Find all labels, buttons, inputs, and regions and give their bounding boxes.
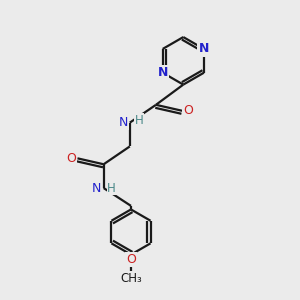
Text: CH₃: CH₃ [120,272,142,285]
Text: O: O [126,253,136,266]
Text: H: H [107,182,116,194]
Text: H: H [134,114,143,127]
Text: N: N [92,182,101,194]
Text: N: N [199,42,209,56]
Text: O: O [67,152,76,165]
Text: N: N [158,66,168,79]
Text: N: N [119,116,129,129]
Text: O: O [183,104,193,117]
